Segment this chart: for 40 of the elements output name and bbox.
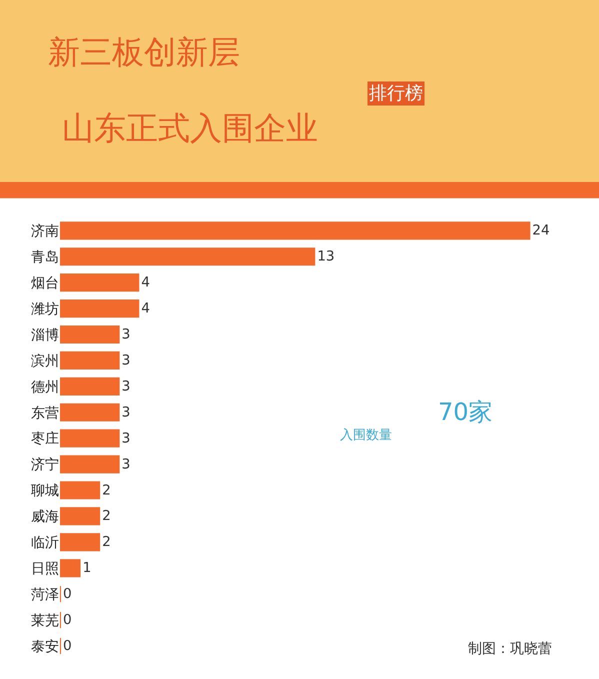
data-label: 3	[122, 456, 130, 472]
y-tick-label: 临沂	[31, 535, 59, 552]
data-label: 1	[82, 560, 92, 576]
data-label: 3	[122, 326, 130, 343]
annotation: 入围数量	[340, 428, 392, 443]
data-label: 4	[141, 274, 150, 291]
data-label: 0	[63, 586, 72, 602]
chart-title: 新三板创新层	[48, 33, 240, 72]
y-tick-label: 济宁	[31, 457, 59, 474]
data-label: 0	[63, 638, 72, 654]
y-tick-label: 日照	[31, 561, 59, 578]
data-label: 3	[122, 430, 130, 446]
y-tick-label: 泰安	[31, 638, 59, 655]
data-label: 3	[122, 352, 130, 368]
y-tick-label: 威海	[31, 509, 59, 526]
data-label: 0	[63, 612, 72, 628]
y-tick-label: 聊城	[31, 483, 59, 500]
y-tick-label: 潍坊	[31, 301, 59, 318]
data-label: 4	[141, 300, 150, 317]
y-tick-label: 淄博	[31, 327, 59, 344]
data-label: 24	[532, 222, 550, 239]
y-tick-label: 枣庄	[31, 431, 59, 448]
annotation: 制图：巩晓蕾	[468, 641, 552, 657]
data-label: 2	[102, 534, 111, 550]
y-tick-label: 德州	[31, 379, 59, 396]
y-tick-label: 莱芜	[31, 612, 59, 629]
y-tick-label: 滨州	[31, 353, 59, 370]
data-label: 2	[102, 482, 111, 498]
data-label: 3	[122, 378, 130, 394]
annotation: 70家	[438, 398, 493, 426]
data-label: 2	[102, 508, 111, 524]
y-tick-label: 菏泽	[31, 587, 59, 603]
data-label: 3	[122, 404, 130, 420]
y-tick-label: 东营	[31, 405, 59, 422]
text: 排行榜	[369, 83, 423, 104]
chart-subtitle: 山东正式入围企业	[62, 109, 318, 147]
y-tick-label: 烟台	[31, 275, 59, 292]
y-tick-label: 济南	[31, 224, 59, 240]
y-tick-label: 青岛	[31, 250, 59, 266]
data-label: 13	[317, 248, 335, 265]
